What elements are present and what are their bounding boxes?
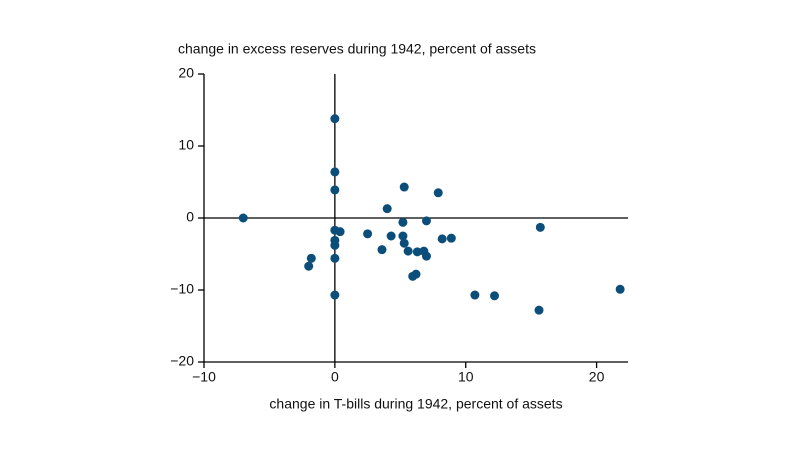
point xyxy=(535,222,545,232)
point xyxy=(421,251,431,261)
x-tick-label: 20 xyxy=(589,369,605,385)
point xyxy=(382,204,392,214)
point xyxy=(615,284,625,294)
y-tick-label: 10 xyxy=(178,137,194,153)
y-tick-label: −10 xyxy=(170,281,194,297)
x-tick-label: −10 xyxy=(192,369,216,385)
point xyxy=(403,246,413,256)
y-tick-label: 20 xyxy=(178,65,194,81)
point xyxy=(490,291,500,301)
point xyxy=(470,290,480,300)
y-axis-label: change in excess reserves during 1942, p… xyxy=(178,41,536,57)
point xyxy=(399,182,409,192)
point xyxy=(330,253,340,263)
point xyxy=(411,269,421,279)
x-tick-label: 10 xyxy=(458,369,474,385)
point xyxy=(398,231,408,241)
point xyxy=(238,213,248,223)
point xyxy=(377,245,387,255)
point xyxy=(446,233,456,243)
point xyxy=(330,114,340,124)
point xyxy=(433,188,443,198)
point xyxy=(399,238,409,248)
point xyxy=(437,234,447,244)
point xyxy=(306,253,316,263)
point xyxy=(386,231,396,241)
point xyxy=(363,229,373,239)
point xyxy=(330,290,340,300)
y-tick-label: 0 xyxy=(186,209,194,225)
point xyxy=(330,167,340,177)
x-tick-label: 0 xyxy=(331,369,339,385)
x-axis-label: change in T-bills during 1942, percent o… xyxy=(269,396,562,412)
point xyxy=(330,185,340,195)
point xyxy=(335,227,345,237)
point xyxy=(330,240,340,250)
point xyxy=(412,247,422,257)
point xyxy=(304,261,314,271)
point xyxy=(534,305,544,315)
y-tick-label: −20 xyxy=(170,353,194,369)
point xyxy=(398,217,408,227)
point xyxy=(421,216,431,226)
